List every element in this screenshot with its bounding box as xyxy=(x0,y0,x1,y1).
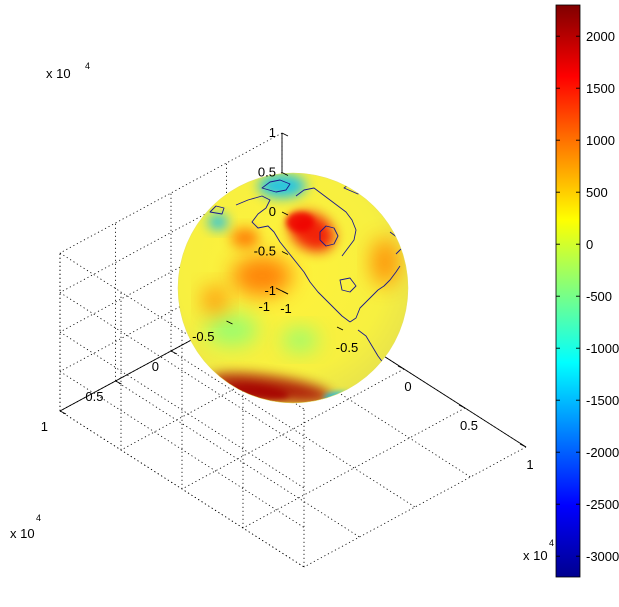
grid-line xyxy=(59,292,305,449)
y-tick-mark xyxy=(170,350,178,355)
x-tick-mark xyxy=(519,443,527,448)
globe-outline xyxy=(177,172,409,404)
feature-north-pacific-high xyxy=(231,228,259,248)
x-axis-multiplier: x 10 4 xyxy=(523,538,554,563)
z-tick-label: 0.5 xyxy=(258,165,276,180)
grid-line xyxy=(59,331,305,489)
coastline-path xyxy=(209,205,225,215)
y-tick-label: -1 xyxy=(258,299,270,314)
colorbar-gradient xyxy=(555,4,581,578)
colorbar-tick-label: -1500 xyxy=(586,393,619,408)
coastline-path xyxy=(339,277,357,293)
colorbar-tick-label: -3000 xyxy=(586,549,619,564)
y-tick-label: 0.5 xyxy=(85,389,103,404)
feature-atlantic-high xyxy=(203,286,227,314)
colorbar-ticks: 2000 1500 1000 500 0 -500 -1000 -1500 -2000 -2500… xyxy=(556,29,619,564)
colorbar-tick-label: 1500 xyxy=(586,81,615,96)
coastline-path xyxy=(261,179,291,193)
y-tick-mark xyxy=(226,320,233,325)
x-axis-ticks: -1 -0.5 0 0.5 1 xyxy=(275,287,534,472)
x-tick-label: -1 xyxy=(280,301,292,316)
x-tick-mark xyxy=(336,326,344,331)
x-tick-label: 0.5 xyxy=(460,418,478,433)
x-tick-mark xyxy=(458,404,466,409)
colorbar-tick-label: -500 xyxy=(586,289,612,304)
z-axis-ticks: -1 -0.5 0 0.5 1 xyxy=(254,125,289,298)
colorbar-tick-label: -2000 xyxy=(586,445,619,460)
grid-line xyxy=(59,371,305,528)
colorbar-tick-label: 2000 xyxy=(586,29,615,44)
z-tick-label: 0 xyxy=(269,204,276,219)
colorbar-tick-label: -1000 xyxy=(586,341,619,356)
z-tick-mark xyxy=(281,132,289,137)
feature-pacific-low xyxy=(206,314,258,346)
svg-text:x 10: x 10 xyxy=(523,548,548,563)
feature-atlantic-high xyxy=(371,238,399,286)
x-tick-mark xyxy=(397,365,405,370)
svg-text:4: 4 xyxy=(549,538,554,548)
feature-north-american-high xyxy=(286,212,314,232)
z-tick-label: 1 xyxy=(269,125,276,140)
feature-arctic-low xyxy=(208,214,228,230)
y-tick-label: 1 xyxy=(41,419,48,434)
colorbar-tick-label: 1000 xyxy=(586,133,615,148)
y-axis-multiplier: x 10 4 xyxy=(10,513,41,541)
feature-north-pacific-high xyxy=(232,256,292,296)
svg-text:4: 4 xyxy=(36,513,41,523)
z-axis-multiplier: x 10 4 xyxy=(46,61,90,81)
svg-text:x 10: x 10 xyxy=(46,66,71,81)
z-tick-mark xyxy=(281,251,289,255)
grid-line xyxy=(115,380,360,538)
y-tick-label: 0 xyxy=(152,359,159,374)
coastline-path xyxy=(349,265,401,323)
coastline-path xyxy=(235,195,351,323)
x-tick-label: -0.5 xyxy=(336,340,358,355)
x-tick-label: 0 xyxy=(404,379,411,394)
z-tick-mark xyxy=(281,172,289,176)
z-tick-mark xyxy=(281,211,289,216)
feature-arctic-low xyxy=(324,392,356,403)
y-axis-ticks: -1 -0.5 0 0.5 1 xyxy=(41,290,289,434)
y-tick-mark xyxy=(59,410,67,415)
y-tick-mark xyxy=(115,380,122,385)
colorbar-tick-label: 0 xyxy=(586,237,593,252)
svg-text:x 10: x 10 xyxy=(10,526,35,541)
feature-pacific-low xyxy=(282,328,318,352)
svg-text:4: 4 xyxy=(85,61,90,71)
coastline-path xyxy=(357,329,385,365)
grid-line xyxy=(59,252,305,410)
globe-surface xyxy=(178,173,408,403)
y-tick-mark xyxy=(281,290,289,295)
grid-line xyxy=(170,350,416,508)
colorbar-tick-label: -2500 xyxy=(586,497,619,512)
feature-arctic-low xyxy=(258,174,306,198)
grid-line xyxy=(59,410,305,568)
colorbar-tick-label: 500 xyxy=(586,185,608,200)
y-tick-label: -0.5 xyxy=(192,329,214,344)
z-tick-label: -1 xyxy=(264,283,276,298)
x-tick-label: 1 xyxy=(526,457,533,472)
colorbar: 2000 1500 1000 500 0 -500 -1000 -1500 -2000 -2500… xyxy=(555,4,619,578)
surface-features xyxy=(203,174,399,403)
coastline-path xyxy=(319,225,339,247)
x-tick-mark xyxy=(275,287,283,292)
coastline-path xyxy=(295,187,357,257)
z-tick-label: -0.5 xyxy=(254,244,276,259)
